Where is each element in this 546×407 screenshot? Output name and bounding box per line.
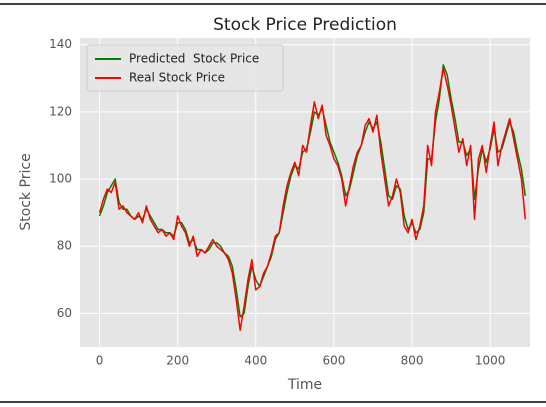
y-tick-label: 100 [49, 172, 72, 186]
y-tick-label: 80 [57, 239, 72, 253]
legend-box [86, 44, 284, 92]
legend-label: Predicted Stock Price [129, 52, 259, 66]
y-tick-label: 120 [49, 104, 72, 118]
x-tick-label: 800 [401, 354, 424, 368]
x-tick-label: 0 [96, 354, 104, 368]
y-tick-label: 60 [57, 306, 72, 320]
chart-title: Stock Price Prediction [213, 15, 397, 35]
x-tick-label: 400 [244, 354, 267, 368]
series-line [98, 67, 527, 331]
y-tick-label: 140 [49, 37, 72, 51]
legend-label: Real Stock Price [129, 71, 225, 85]
y-axis-label: Stock Price [18, 153, 34, 230]
x-tick-label: 200 [166, 354, 189, 368]
x-axis-label: Time [287, 377, 322, 393]
x-tick-label: 1000 [475, 354, 506, 368]
x-tick-label: 600 [322, 354, 345, 368]
